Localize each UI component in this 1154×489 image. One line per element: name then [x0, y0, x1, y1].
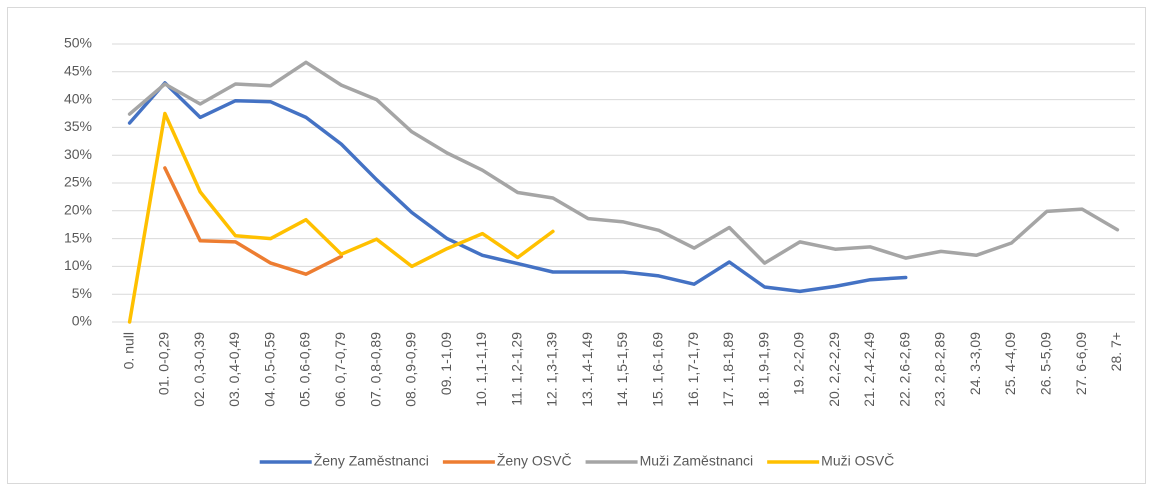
- series-line: [127, 60, 1120, 265]
- x-tick-label: 06. 0,7-0,79: [332, 332, 348, 407]
- x-tick-label: 25. 4-4,09: [1002, 332, 1018, 395]
- x-tick-label: 14. 1,5-1,59: [614, 332, 630, 407]
- x-tick-label: 02. 0,3-0,39: [191, 332, 207, 407]
- chart-frame: [7, 7, 1146, 484]
- x-tick-label: 15. 1,6-1,69: [649, 332, 665, 407]
- x-tick-label: 04. 0,5-0,59: [261, 332, 277, 407]
- legend-label: Muži OSVČ: [821, 453, 894, 469]
- y-tick-label: 10%: [64, 257, 92, 273]
- y-tick-label: 20%: [64, 202, 92, 218]
- y-tick-label: 40%: [64, 90, 92, 106]
- x-tick-label: 01. 0-0,29: [156, 332, 172, 395]
- x-tick-label: 12. 1,3-1,39: [544, 332, 560, 407]
- x-tick-label: 19. 2-2,09: [791, 332, 807, 395]
- series-line: [163, 166, 344, 276]
- x-tick-label: 23. 2,8-2,89: [932, 332, 948, 407]
- x-tick-label: 0. null: [120, 332, 136, 369]
- y-tick-label: 50%: [64, 35, 92, 51]
- y-tick-label: 45%: [64, 63, 92, 79]
- x-tick-label: 24. 3-3,09: [967, 332, 983, 395]
- x-tick-label: 21. 2,4-2,49: [861, 332, 877, 407]
- x-tick-label: 22. 2,6-2,69: [896, 332, 912, 407]
- x-tick-label: 28. 7+: [1108, 332, 1124, 371]
- y-tick-label: 0%: [72, 313, 92, 329]
- legend-label: Muži Zaměstnanci: [640, 453, 754, 469]
- x-tick-label: 11. 1,2-1,29: [508, 332, 524, 406]
- x-tick-label: 10. 1,1-1,19: [473, 332, 489, 407]
- legend-label: Ženy OSVČ: [497, 453, 572, 469]
- series-line: [127, 81, 908, 294]
- y-tick-label: 5%: [72, 285, 92, 301]
- x-tick-label: 13. 1,4-1,49: [579, 332, 595, 407]
- x-tick-label: 20. 2,2-2,29: [826, 332, 842, 407]
- x-tick-label: 16. 1,7-1,79: [685, 332, 701, 407]
- y-tick-label: 15%: [64, 229, 92, 245]
- y-tick-label: 30%: [64, 146, 92, 162]
- x-tick-label: 27. 6-6,09: [1073, 332, 1089, 395]
- x-tick-label: 08. 0,9-0,99: [403, 332, 419, 407]
- x-tick-label: 03. 0,4-0,49: [226, 332, 242, 407]
- x-tick-label: 07. 0,8-0,89: [367, 332, 383, 407]
- legend: Ženy Zaměstnanci Ženy OSVČ Muži Zaměstnanc…: [259, 453, 894, 469]
- x-tick-label: 17. 1,8-1,89: [720, 332, 736, 407]
- legend-label: Ženy Zaměstnanci: [314, 453, 429, 469]
- x-tick-label: 09. 1-1,09: [438, 332, 454, 395]
- x-tick-label: 26. 5-5,09: [1038, 332, 1054, 395]
- y-tick-label: 35%: [64, 118, 92, 134]
- x-tick-label: 05. 0,6-0,69: [297, 332, 313, 407]
- y-tick-label: 25%: [64, 174, 92, 190]
- series-line: [127, 111, 555, 324]
- x-tick-label: 18. 1,9-1,99: [755, 332, 771, 407]
